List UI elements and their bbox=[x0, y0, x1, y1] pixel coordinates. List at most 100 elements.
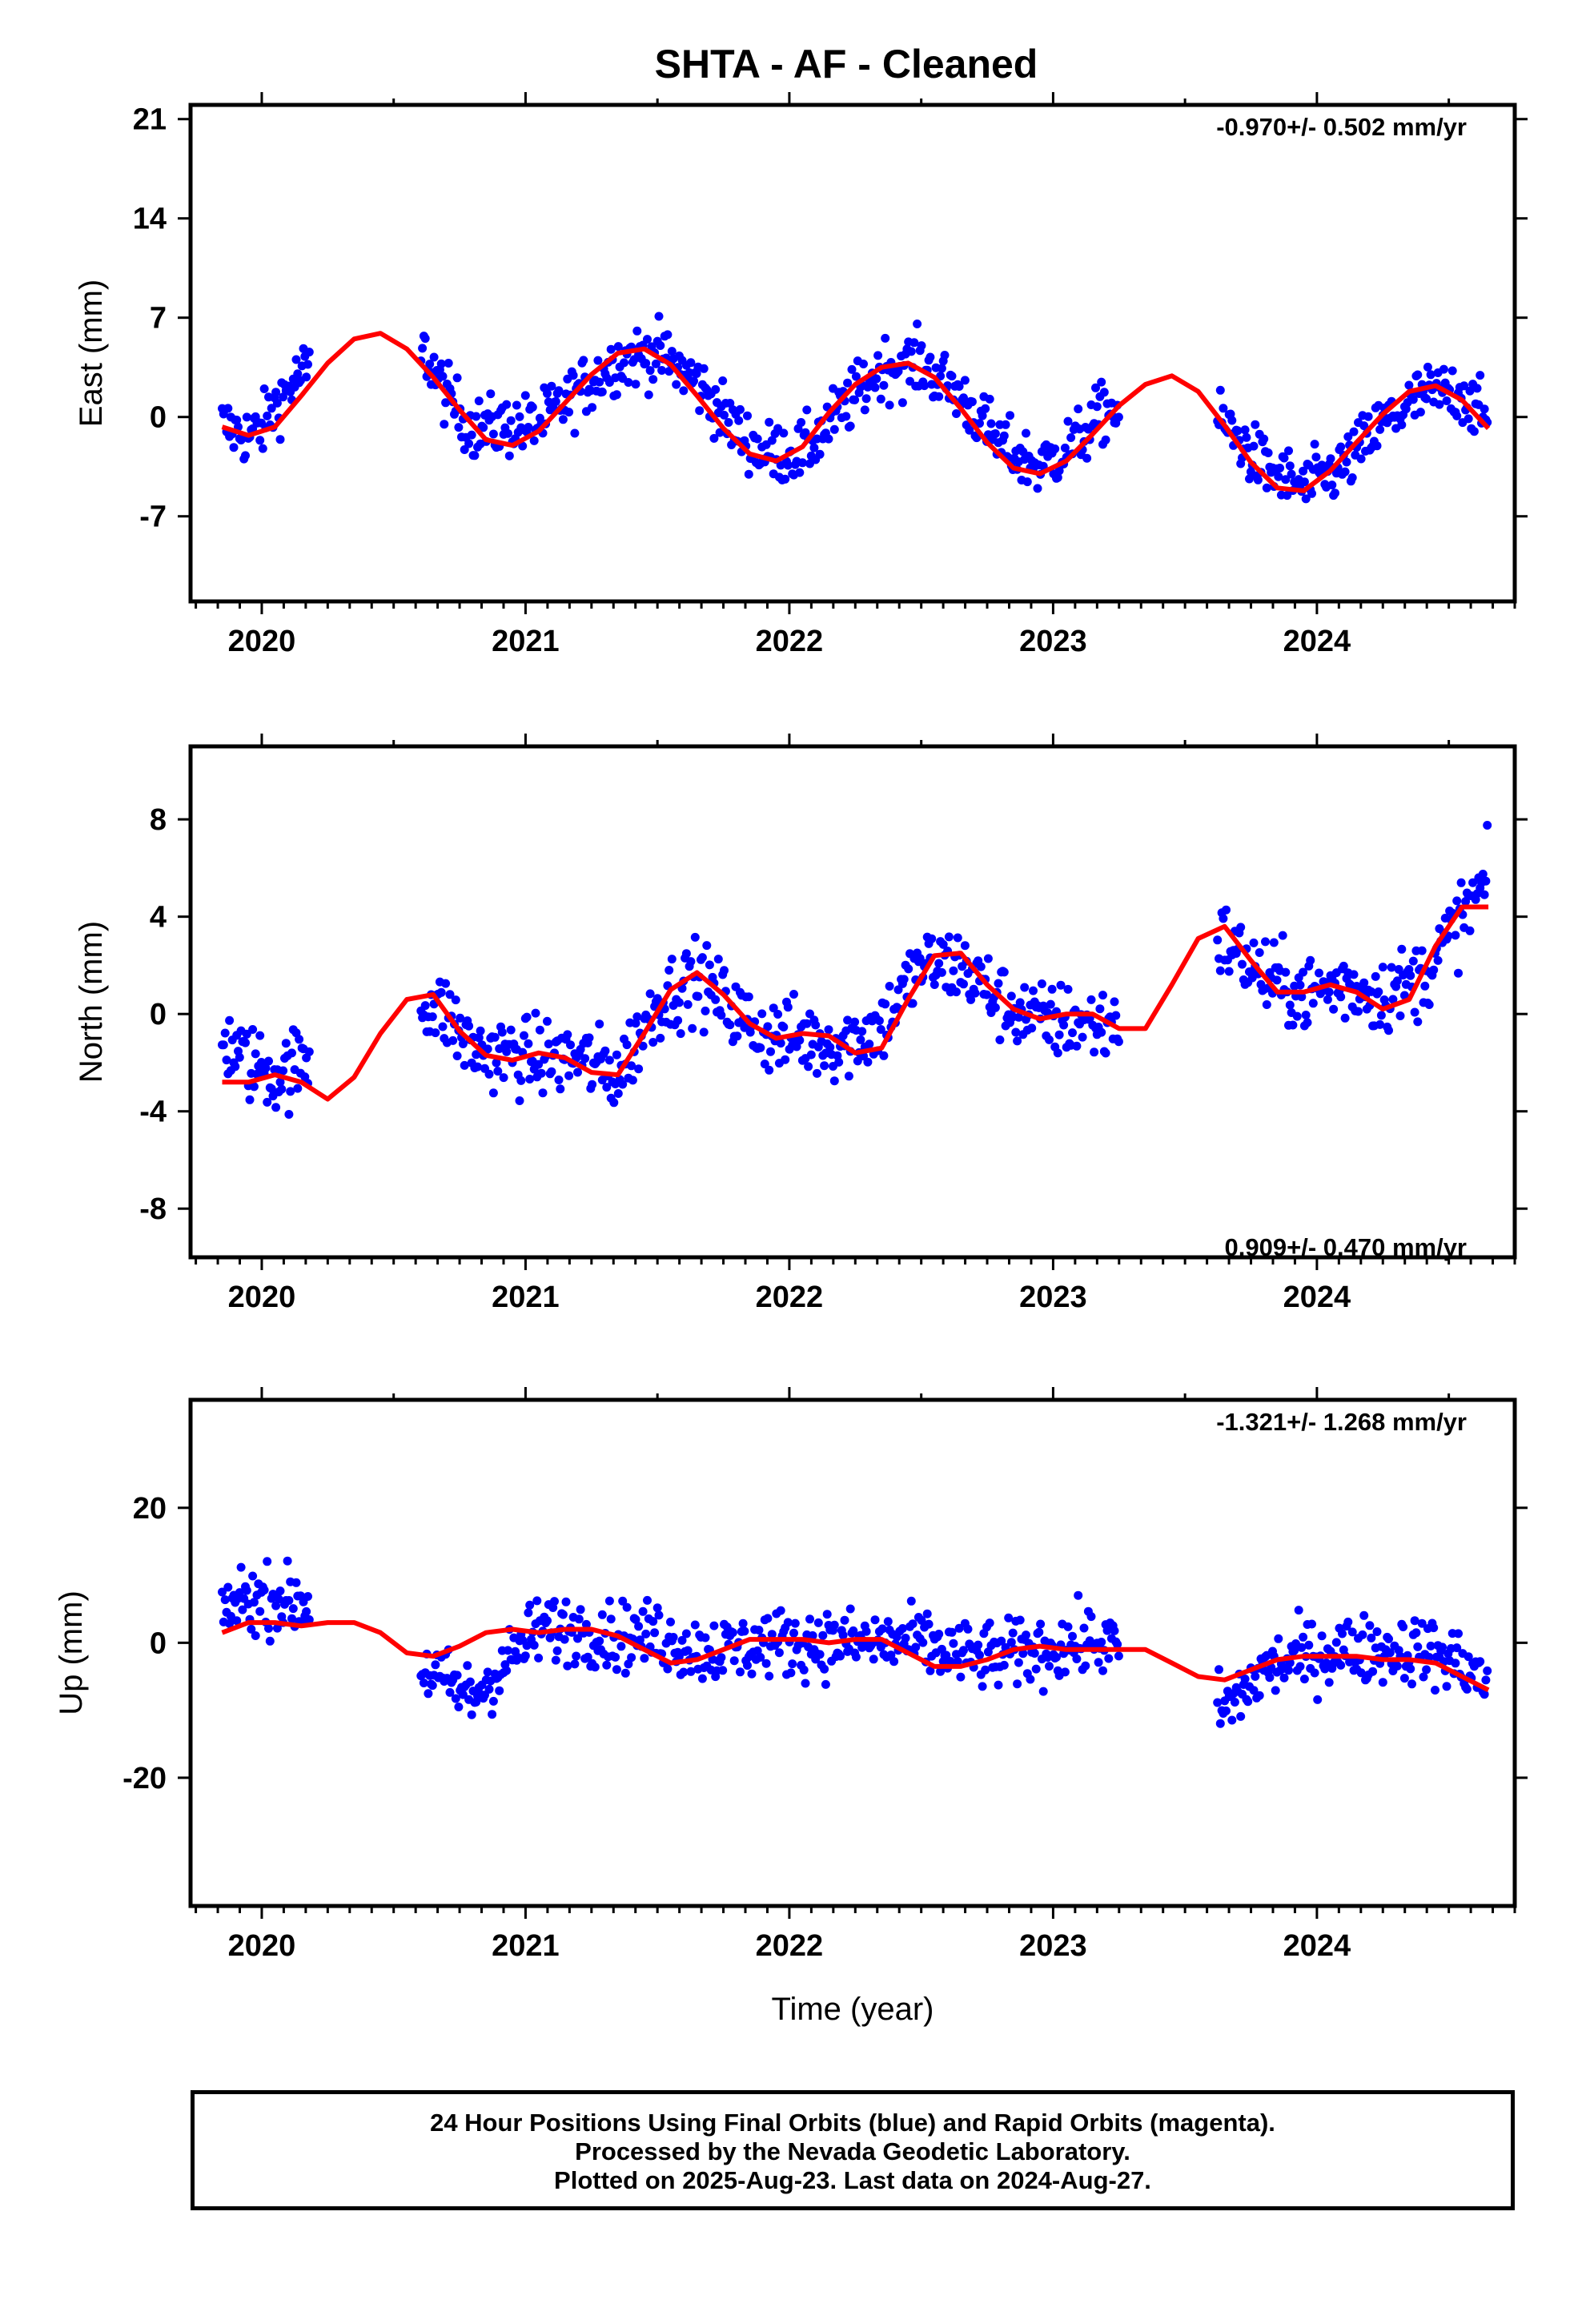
data-point bbox=[1098, 991, 1107, 1000]
data-point bbox=[985, 1618, 994, 1628]
data-point bbox=[686, 358, 696, 368]
data-point bbox=[1367, 1633, 1376, 1642]
data-point bbox=[452, 1051, 462, 1060]
data-point bbox=[806, 1050, 816, 1059]
data-point bbox=[808, 1630, 817, 1640]
data-point bbox=[915, 954, 925, 963]
data-point bbox=[1008, 1628, 1018, 1638]
data-point bbox=[1047, 984, 1057, 994]
data-point bbox=[561, 1597, 571, 1606]
data-point bbox=[874, 1016, 884, 1026]
data-point bbox=[783, 460, 793, 470]
fit-line bbox=[221, 331, 1491, 493]
data-point bbox=[1038, 1687, 1048, 1696]
data-point bbox=[593, 356, 603, 365]
y-tick-label: 14 bbox=[133, 203, 167, 236]
data-point bbox=[876, 1025, 885, 1034]
data-point bbox=[1014, 1658, 1023, 1667]
data-point bbox=[632, 1012, 642, 1022]
data-point bbox=[602, 1083, 612, 1092]
data-point bbox=[1255, 1691, 1264, 1700]
data-point bbox=[451, 1694, 460, 1703]
data-point bbox=[568, 371, 578, 380]
data-point bbox=[431, 1660, 440, 1670]
data-point bbox=[595, 377, 604, 387]
data-point bbox=[502, 1047, 512, 1056]
data-point bbox=[1442, 1682, 1452, 1691]
data-point bbox=[1262, 1000, 1271, 1009]
data-point bbox=[552, 1646, 562, 1655]
data-point bbox=[851, 1652, 861, 1662]
data-point bbox=[420, 1001, 430, 1011]
data-point bbox=[1114, 1037, 1123, 1047]
data-point bbox=[251, 1049, 260, 1059]
data-point bbox=[1410, 1007, 1419, 1017]
data-point bbox=[1101, 435, 1110, 444]
data-point bbox=[1095, 1004, 1105, 1014]
data-point bbox=[1299, 1632, 1308, 1642]
data-point bbox=[1324, 1678, 1334, 1687]
data-point bbox=[1343, 1617, 1353, 1626]
data-point bbox=[765, 417, 774, 427]
data-point bbox=[1092, 402, 1102, 412]
data-point bbox=[425, 360, 435, 369]
data-point bbox=[1372, 1627, 1382, 1636]
data-point bbox=[1439, 364, 1448, 374]
data-point bbox=[1233, 426, 1243, 436]
data-point bbox=[1454, 968, 1463, 978]
data-point bbox=[911, 1642, 921, 1652]
data-point bbox=[641, 359, 651, 368]
data-point bbox=[522, 1012, 532, 1022]
data-point bbox=[959, 1646, 968, 1655]
data-point bbox=[1327, 480, 1337, 490]
data-point bbox=[438, 1022, 448, 1031]
data-point bbox=[1372, 441, 1382, 451]
data-point bbox=[618, 1596, 628, 1606]
data-point bbox=[1281, 967, 1291, 977]
data-point bbox=[520, 1031, 528, 1040]
data-point bbox=[975, 1651, 984, 1660]
data-point bbox=[1349, 970, 1359, 979]
data-point bbox=[612, 1050, 621, 1059]
data-point bbox=[853, 1056, 862, 1066]
data-point bbox=[551, 1655, 560, 1665]
data-point bbox=[232, 1616, 242, 1626]
data-point bbox=[1053, 1048, 1062, 1058]
data-point bbox=[551, 396, 560, 406]
data-point bbox=[529, 1640, 539, 1650]
data-point bbox=[488, 1088, 498, 1098]
data-point bbox=[981, 404, 990, 413]
data-point bbox=[702, 941, 712, 951]
data-point bbox=[613, 1089, 623, 1098]
data-point bbox=[1429, 1623, 1439, 1633]
data-point bbox=[1299, 477, 1309, 487]
data-point bbox=[231, 1062, 240, 1072]
data-point bbox=[472, 412, 481, 421]
x-tick-label: 2022 bbox=[756, 625, 824, 658]
data-point bbox=[769, 1003, 778, 1013]
data-point bbox=[1417, 946, 1427, 955]
data-point bbox=[470, 451, 480, 460]
data-point bbox=[1295, 980, 1305, 990]
data-point bbox=[1261, 937, 1270, 947]
data-point bbox=[264, 1056, 273, 1066]
data-point bbox=[999, 431, 1009, 440]
data-point bbox=[743, 411, 752, 420]
data-point bbox=[1269, 938, 1279, 947]
data-point bbox=[845, 1604, 855, 1614]
data-point bbox=[1451, 931, 1460, 940]
data-point bbox=[1359, 421, 1369, 431]
data-point bbox=[1284, 446, 1293, 456]
data-point bbox=[1406, 1664, 1415, 1674]
data-point bbox=[1387, 963, 1396, 972]
data-point bbox=[744, 469, 753, 479]
data-point bbox=[1452, 896, 1462, 906]
data-point bbox=[850, 395, 860, 404]
data-point bbox=[918, 1638, 928, 1647]
data-point bbox=[679, 1667, 689, 1677]
data-point bbox=[799, 1665, 809, 1675]
data-point bbox=[1326, 454, 1335, 464]
data-point bbox=[789, 990, 798, 999]
data-point bbox=[534, 1653, 544, 1663]
data-point bbox=[263, 1097, 272, 1107]
